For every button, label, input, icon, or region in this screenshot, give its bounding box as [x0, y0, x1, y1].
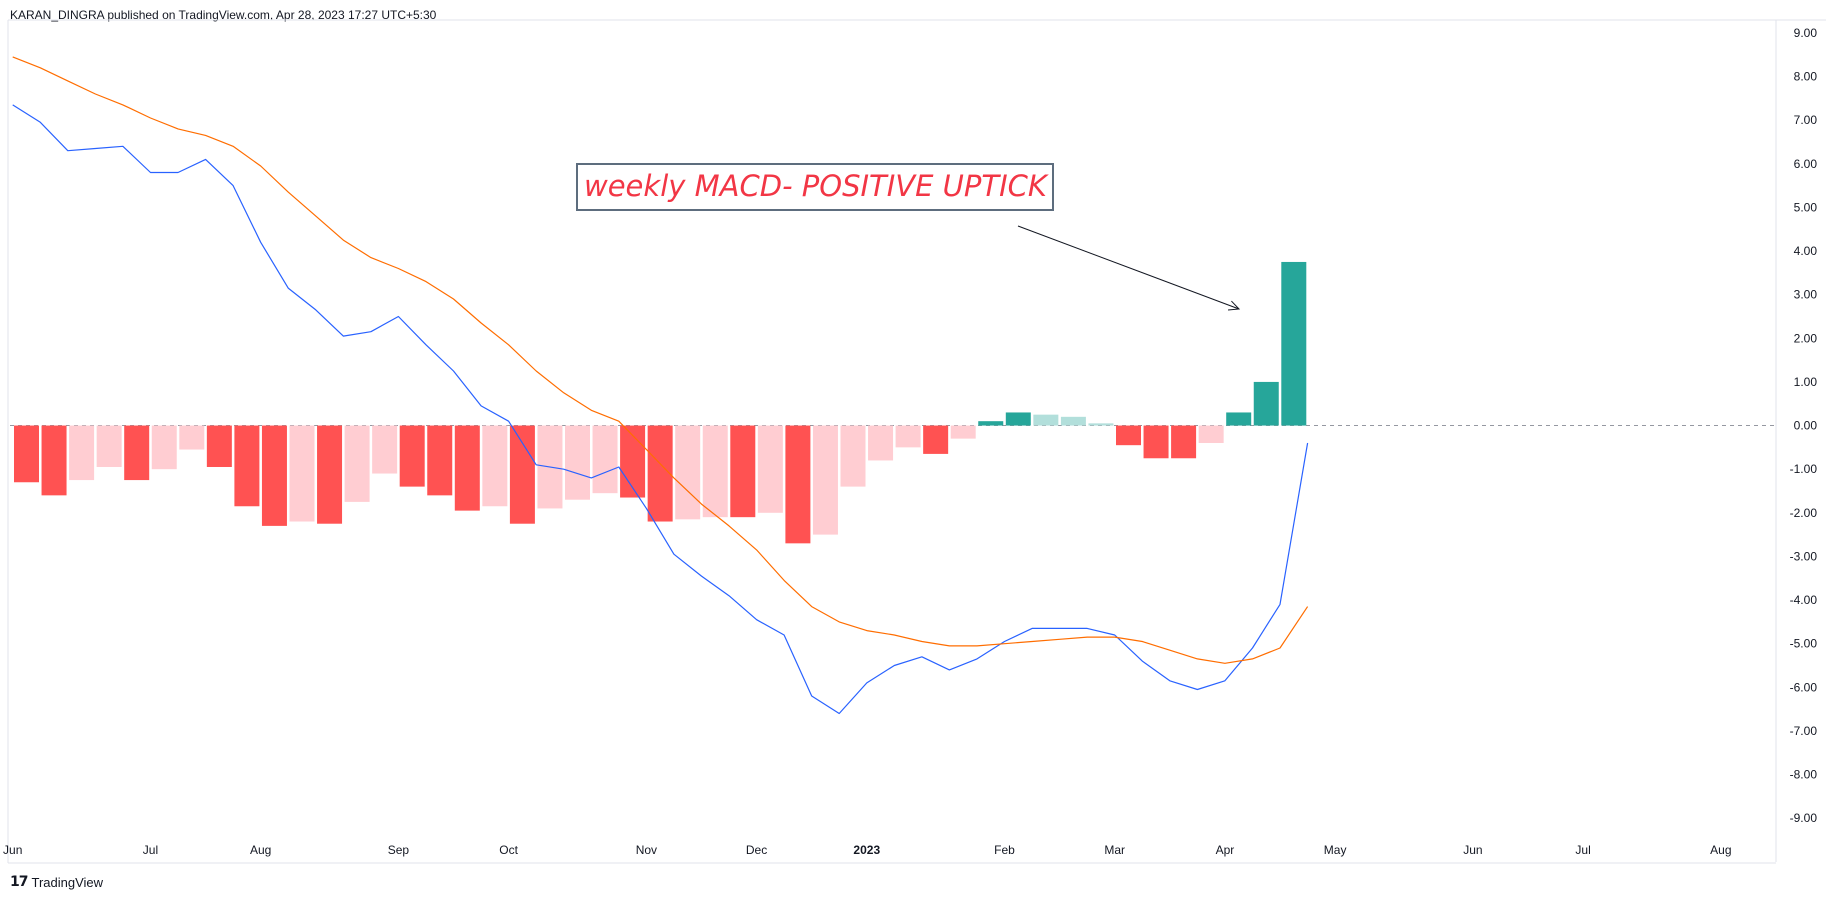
histogram-bar[interactable] [344, 425, 370, 502]
tradingview-logo-icon: 17 [10, 874, 29, 890]
histogram-bar[interactable] [1281, 261, 1307, 426]
histogram-bar[interactable] [1005, 412, 1031, 426]
x-tick-label: Aug [1710, 843, 1731, 857]
x-tick-label: Feb [994, 843, 1015, 857]
tradingview-logo-text: TradingView [31, 874, 104, 890]
annotation-arrow-head [1227, 300, 1241, 311]
histogram-bar[interactable] [14, 425, 39, 483]
y-tick-label: 4.00 [1794, 244, 1818, 258]
histogram-bar[interactable] [509, 425, 535, 524]
y-tick-label: 6.00 [1794, 157, 1818, 171]
y-tick-label: -9.00 [1790, 811, 1818, 825]
histogram-bar[interactable] [1060, 416, 1086, 426]
histogram-bar[interactable] [1253, 381, 1279, 426]
x-tick-label: Dec [746, 843, 767, 857]
annotation-box[interactable] [576, 163, 1054, 211]
histogram-bar[interactable] [1033, 414, 1059, 426]
x-tick-label: Aug [250, 843, 271, 857]
histogram-bar[interactable] [785, 425, 811, 544]
histogram-bar[interactable] [96, 425, 122, 467]
y-tick-label: -5.00 [1790, 637, 1818, 651]
histogram-bar[interactable] [1171, 425, 1197, 459]
histogram-bar[interactable] [206, 425, 232, 467]
x-tick-label: 2023 [853, 843, 880, 857]
histogram-bar[interactable] [69, 425, 95, 481]
histogram-bar[interactable] [565, 425, 590, 500]
histogram-bar[interactable] [868, 425, 894, 461]
histogram-bar[interactable] [675, 425, 701, 520]
histogram-bar[interactable] [234, 425, 260, 507]
x-tick-label: Oct [499, 843, 518, 857]
histogram-bar[interactable] [41, 425, 67, 496]
histogram-bar[interactable] [454, 425, 480, 511]
histogram-bar[interactable] [151, 425, 177, 470]
published-info: KARAN_DINGRA published on TradingView.co… [10, 8, 437, 22]
x-tick-label: Mar [1104, 843, 1125, 857]
annotation-text: weekly MACD- POSITIVE UPTICK [584, 169, 1049, 203]
histogram-bar[interactable] [1198, 425, 1224, 443]
histogram-bar[interactable] [812, 425, 838, 535]
histogram-bar[interactable] [482, 425, 508, 507]
histogram-bar[interactable] [592, 425, 618, 494]
y-tick-label: 9.00 [1794, 26, 1818, 40]
histogram-bar[interactable] [757, 425, 783, 513]
y-tick-label: -1.00 [1790, 462, 1818, 476]
y-tick-label: 2.00 [1794, 331, 1818, 345]
y-tick-label: 0.00 [1794, 419, 1818, 433]
histogram-bar[interactable] [124, 425, 150, 481]
y-tick-label: -6.00 [1790, 680, 1818, 694]
y-tick-label: 7.00 [1794, 113, 1818, 127]
histogram-bar[interactable] [620, 425, 646, 498]
y-tick-label: -7.00 [1790, 724, 1818, 738]
y-tick-label: 8.00 [1794, 70, 1818, 84]
histogram-bar[interactable] [1226, 412, 1252, 426]
x-tick-label: Jul [143, 843, 158, 857]
y-tick-label: 1.00 [1794, 375, 1818, 389]
tradingview-logo[interactable]: 17 TradingView [10, 874, 103, 890]
histogram-bar[interactable] [1116, 425, 1141, 446]
y-tick-label: 3.00 [1794, 288, 1818, 302]
x-tick-label: Jun [3, 843, 22, 857]
y-tick-label: 5.00 [1794, 200, 1818, 214]
histogram-bar[interactable] [1088, 423, 1114, 426]
histogram-bar[interactable] [923, 425, 949, 454]
y-tick-label: -3.00 [1790, 549, 1818, 563]
macd-line[interactable] [12, 104, 1309, 715]
histogram-bar[interactable] [399, 425, 425, 487]
histogram-bar[interactable] [1143, 425, 1169, 459]
x-tick-label: Jul [1575, 843, 1590, 857]
signal-line[interactable] [12, 56, 1309, 664]
histogram-bar[interactable] [895, 425, 921, 448]
x-tick-label: Nov [636, 843, 657, 857]
histogram-bar[interactable] [950, 425, 976, 439]
y-tick-label: -2.00 [1790, 506, 1818, 520]
y-tick-label: -4.00 [1790, 593, 1818, 607]
histogram-bar[interactable] [179, 425, 205, 450]
x-tick-label: Apr [1216, 843, 1235, 857]
y-tick-label: -8.00 [1790, 768, 1818, 782]
x-tick-label: May [1324, 843, 1347, 857]
x-tick-label: Jun [1463, 843, 1482, 857]
histogram-bar[interactable] [840, 425, 866, 487]
histogram-bar[interactable] [317, 425, 343, 524]
histogram-bar[interactable] [289, 425, 315, 522]
histogram-bar[interactable] [702, 425, 728, 518]
histogram-bar[interactable] [261, 425, 287, 526]
histogram-bar[interactable] [372, 425, 398, 474]
annotation-arrow [1017, 225, 1240, 310]
histogram-bar[interactable] [978, 421, 1004, 426]
histogram-bar[interactable] [427, 425, 453, 496]
histogram-bar[interactable] [730, 425, 756, 518]
histogram-bar[interactable] [647, 425, 673, 522]
x-tick-label: Sep [388, 843, 410, 857]
